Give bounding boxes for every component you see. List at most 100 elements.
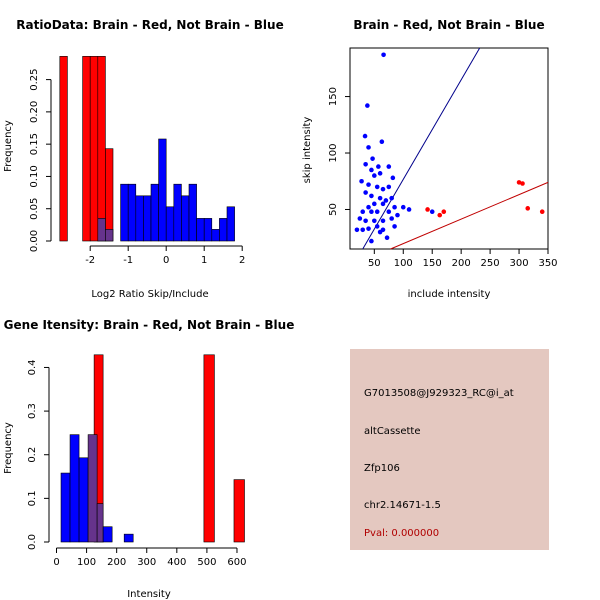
scatter-point-not-brain <box>400 204 406 210</box>
scatter-point-not-brain <box>366 204 371 210</box>
ratio-histogram-y-tick-label: 0.20 <box>29 101 40 123</box>
scatter-point-not-brain <box>380 201 386 207</box>
scatter-ylabel: skip intensity <box>302 117 313 184</box>
intensity-histogram-y-tick-label: 0.2 <box>27 447 38 463</box>
scatter-point-brain <box>516 180 522 185</box>
scatter-point-not-brain <box>381 52 386 58</box>
intensity-histogram-xlabel: Intensity <box>127 589 171 600</box>
scatter-y-tick-label: 150 <box>328 87 339 106</box>
intensity-histogram-red-bar <box>233 479 245 543</box>
scatter-point-not-brain <box>386 209 392 215</box>
ratio-histogram-panel: RatioData: Brain - Red, Not Brain - Blue… <box>3 18 284 300</box>
ratio-histogram-axes: -2 -1 0 1 2 0.00 0.05 0.10 0.15 0.20 0.25 <box>29 68 245 266</box>
scatter-point-not-brain <box>386 184 392 190</box>
intensity-histogram-blue-bar <box>102 526 113 543</box>
ratio-histogram-blue-bar <box>181 195 190 242</box>
scatter-x-tick-label: 300 <box>510 258 529 269</box>
ratio-histogram-x-tick-label: 0 <box>163 255 169 266</box>
info-probe-id: G7013508@J929323_RC@i_at <box>364 388 514 399</box>
scatter-point-not-brain <box>392 204 397 210</box>
scatter-x-tick-label: 200 <box>452 258 471 269</box>
scatter-point-not-brain <box>374 209 380 215</box>
scatter-point-not-brain <box>372 173 377 178</box>
scatter-point-brain <box>520 181 525 186</box>
ratio-histogram-x-tick-label: -1 <box>123 255 133 266</box>
intensity-histogram-x-tick-label: 0 <box>53 557 59 568</box>
scatter-point-not-brain <box>429 209 435 215</box>
scatter-y-tick-label: 50 <box>328 203 339 216</box>
scatter-panel: Brain - Red, Not Brain - Blue 50 100 150 20… <box>302 18 558 300</box>
scatter-point-not-brain <box>377 229 383 235</box>
scatter-point-not-brain <box>380 186 386 192</box>
scatter-point-not-brain <box>369 238 374 244</box>
ratio-histogram-blue-bar <box>188 183 197 242</box>
intensity-histogram-x-tick-label: 600 <box>227 557 246 568</box>
scatter-point-not-brain <box>362 133 368 139</box>
scatter-axes: 50 100 150 200 250 300 350 50 100 150 <box>328 87 558 269</box>
scatter-point-not-brain <box>377 171 383 176</box>
ratio-histogram-red-bar <box>89 56 99 242</box>
info-event-type: altCassette <box>364 426 421 437</box>
intensity-histogram-y-tick-label: 0.0 <box>27 534 38 550</box>
ratio-histogram-blue-bar <box>173 183 182 242</box>
ratio-histogram-x-tick-label: 1 <box>201 255 207 266</box>
intensity-histogram-blue-bar <box>123 533 134 543</box>
ratio-histogram-title: RatioData: Brain - Red, Not Brain - Blue <box>16 18 283 32</box>
scatter-point-not-brain <box>386 164 392 169</box>
intensity-histogram-x-tick-label: 500 <box>197 557 216 568</box>
ratio-histogram-blue-bar <box>150 183 159 242</box>
scatter-point-not-brain <box>376 164 381 169</box>
ratio-histogram-y-tick-label: 0.05 <box>29 198 40 220</box>
scatter-point-not-brain <box>392 224 397 229</box>
ratio-histogram-y-tick-label: 0.15 <box>29 133 40 155</box>
scatter-point-not-brain <box>384 235 390 241</box>
intensity-histogram-y-tick-label: 0.3 <box>27 403 38 419</box>
scatter-point-brain <box>525 206 531 211</box>
scatter-point-not-brain <box>395 212 400 218</box>
scatter-point-not-brain <box>366 145 371 150</box>
scatter-x-tick-label: 350 <box>538 258 557 269</box>
intensity-histogram-ylabel: Frequency <box>3 422 14 474</box>
ratio-histogram-bars <box>59 56 235 242</box>
scatter-x-tick-label: 50 <box>368 258 381 269</box>
intensity-histogram-blue-bar <box>87 434 98 543</box>
intensity-histogram-blue-bar <box>60 472 71 543</box>
scatter-point-not-brain <box>374 224 380 229</box>
intensity-histogram-y-tick-label: 0.4 <box>27 360 38 376</box>
scatter-x-tick-label: 250 <box>481 258 500 269</box>
scatter-point-not-brain <box>380 218 386 224</box>
intensity-histogram-x-tick-label: 400 <box>167 557 186 568</box>
scatter-point-brain <box>437 212 443 218</box>
scatter-point-not-brain <box>360 209 366 215</box>
scatter-point-not-brain <box>363 162 368 167</box>
scatter-point-not-brain <box>354 227 360 233</box>
ratio-histogram-y-tick-label: 0.25 <box>29 68 40 90</box>
intensity-histogram-blue-bar <box>96 503 104 543</box>
info-location: chr2.14671-1.5 <box>364 500 441 511</box>
scatter-point-not-brain <box>379 139 385 145</box>
scatter-point-not-brain <box>372 218 377 224</box>
scatter-point-not-brain <box>366 226 371 231</box>
intensity-histogram-x-tick-label: 200 <box>107 557 126 568</box>
ratio-histogram-red-bar <box>105 148 114 242</box>
ratio-histogram-blue-bar <box>135 195 144 242</box>
intensity-histogram-bars <box>60 354 245 543</box>
ratio-histogram-red-bar <box>59 56 68 242</box>
info-panel-background <box>350 349 549 550</box>
intensity-histogram-axes: 0 100 200 300 400 500 600 0.0 0.1 0.2 0.3 0.4 <box>27 360 247 568</box>
info-gene: Zfp106 <box>364 463 400 474</box>
scatter-point-not-brain <box>370 156 375 161</box>
scatter-point-not-brain <box>374 184 380 190</box>
ratio-histogram-y-tick-label: 0.00 <box>29 230 40 252</box>
ratio-histogram-red-bar <box>82 56 91 242</box>
scatter-y-tick-label: 100 <box>328 143 339 162</box>
ratio-histogram-red-bar <box>97 56 106 242</box>
ratio-histogram-xlabel: Log2 Ratio Skip/Include <box>91 289 208 300</box>
scatter-point-not-brain <box>372 201 377 207</box>
scatter-x-tick-label: 150 <box>423 258 442 269</box>
scatter-point-not-brain <box>366 182 371 187</box>
scatter-point-not-brain <box>389 195 394 201</box>
intensity-histogram-title: Gene Itensity: Brain - Red, Not Brain - … <box>4 318 295 332</box>
ratio-histogram-ylabel: Frequency <box>3 120 14 172</box>
ratio-histogram-blue-bar <box>211 229 220 242</box>
